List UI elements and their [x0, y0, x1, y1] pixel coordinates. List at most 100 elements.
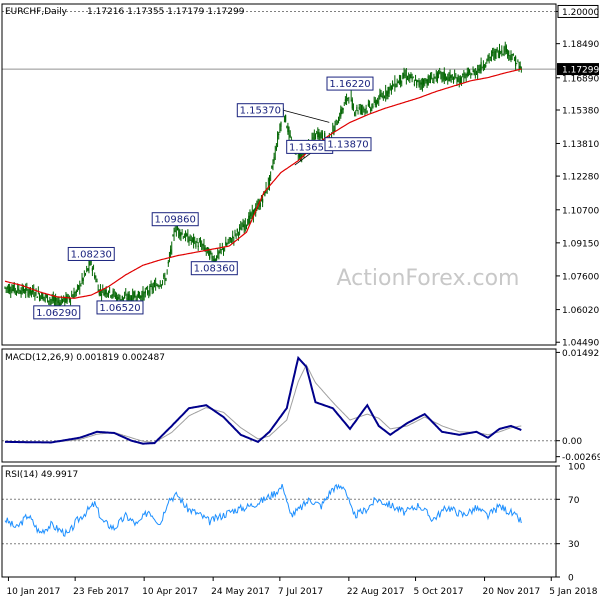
- candle: [393, 83, 395, 87]
- candle: [158, 284, 160, 290]
- candle-body: [84, 273, 87, 275]
- candle-body: [151, 286, 153, 290]
- candle: [480, 57, 482, 74]
- candle: [183, 233, 185, 238]
- candle-body: [36, 296, 38, 298]
- candle: [439, 67, 441, 75]
- candle: [262, 195, 264, 208]
- candle: [103, 289, 105, 296]
- candle-body: [312, 137, 314, 139]
- candle-body: [34, 295, 36, 297]
- candle-body: [206, 247, 208, 250]
- candle: [390, 85, 392, 95]
- x-axis: 10 Jan 2017 23 Feb 2017 10 Apr 2017 24 May …: [6, 577, 598, 597]
- candle-body: [250, 212, 252, 216]
- candle: [197, 242, 199, 251]
- annotation-label: 1.06290: [36, 308, 77, 319]
- candle: [432, 77, 434, 84]
- candle: [199, 237, 202, 248]
- candle: [383, 95, 386, 99]
- candle: [266, 189, 268, 194]
- candle: [248, 212, 250, 225]
- candle: [18, 284, 20, 295]
- candle: [91, 266, 93, 277]
- candle-body: [245, 225, 248, 227]
- candle-body: [179, 230, 181, 237]
- candle: [354, 111, 356, 117]
- candle-body: [213, 258, 215, 262]
- candle-body: [229, 237, 231, 240]
- x-tick-label: 7 Jul 2017: [278, 587, 323, 597]
- candle-body: [158, 286, 160, 288]
- candle: [337, 116, 340, 124]
- annotation-label: 1.08230: [71, 249, 112, 260]
- candle-body: [367, 103, 369, 106]
- candle-body: [20, 290, 22, 295]
- candle: [170, 245, 172, 258]
- candle-body: [45, 295, 47, 297]
- triangle-upper-line: [283, 109, 330, 123]
- candle-body: [436, 72, 438, 81]
- price-annotation: 1.06290: [33, 305, 81, 320]
- candle: [167, 259, 169, 267]
- macd-pane-frame: [1, 348, 557, 463]
- macd-y-tick-label: -0.002696: [562, 453, 600, 463]
- candle-body: [153, 283, 156, 285]
- candle-body: [9, 286, 11, 292]
- candle-body: [473, 70, 475, 76]
- candle: [107, 290, 110, 298]
- candle-body: [78, 285, 80, 290]
- candle-body: [38, 294, 41, 299]
- candle-body: [181, 233, 183, 234]
- candle: [20, 287, 22, 298]
- candle: [374, 97, 376, 108]
- candle: [342, 107, 344, 114]
- candle: [517, 59, 519, 63]
- candle: [496, 47, 498, 53]
- candle: [459, 75, 461, 85]
- annotation-box: [33, 305, 81, 320]
- candle-body: [363, 108, 365, 110]
- candle-body: [170, 249, 172, 254]
- candle: [423, 78, 425, 88]
- candle: [140, 295, 142, 301]
- candle: [149, 283, 151, 297]
- candle-body: [360, 109, 363, 110]
- x-tick-label: 24 May 2017: [211, 587, 270, 597]
- candle-body: [319, 133, 321, 139]
- annotation-box: [236, 103, 284, 118]
- candle-body: [48, 300, 50, 302]
- candle: [409, 74, 411, 84]
- candle-body: [124, 295, 126, 299]
- candle-body: [195, 243, 197, 247]
- candle-body: [75, 290, 77, 294]
- last-price-tag: [557, 63, 599, 76]
- candle: [227, 238, 229, 245]
- candle-body: [264, 191, 266, 197]
- candle-body: [80, 284, 82, 286]
- candle: [241, 222, 243, 231]
- candle-body: [82, 278, 84, 282]
- candle: [80, 283, 82, 287]
- candle-body: [298, 151, 300, 158]
- candle: [494, 48, 496, 61]
- candle-body: [66, 295, 68, 302]
- candle: [50, 298, 52, 306]
- candle-body: [71, 295, 73, 297]
- candle: [317, 127, 319, 140]
- y-tick-label: 1.09150: [562, 239, 599, 249]
- x-tick-label: 23 Feb 2017: [73, 587, 129, 597]
- candle: [503, 45, 505, 57]
- candle: [176, 225, 179, 231]
- y-tick-label: 1.07600: [562, 272, 599, 282]
- candle: [64, 296, 66, 307]
- candle: [411, 73, 413, 83]
- candle: [402, 72, 404, 80]
- candle: [9, 283, 11, 295]
- x-tick-label: 10 Jan 2017: [6, 587, 60, 597]
- candle-body: [193, 237, 195, 244]
- candle-body: [211, 255, 213, 259]
- candle: [163, 273, 165, 280]
- candle-body: [239, 227, 241, 231]
- candle-body: [494, 51, 496, 59]
